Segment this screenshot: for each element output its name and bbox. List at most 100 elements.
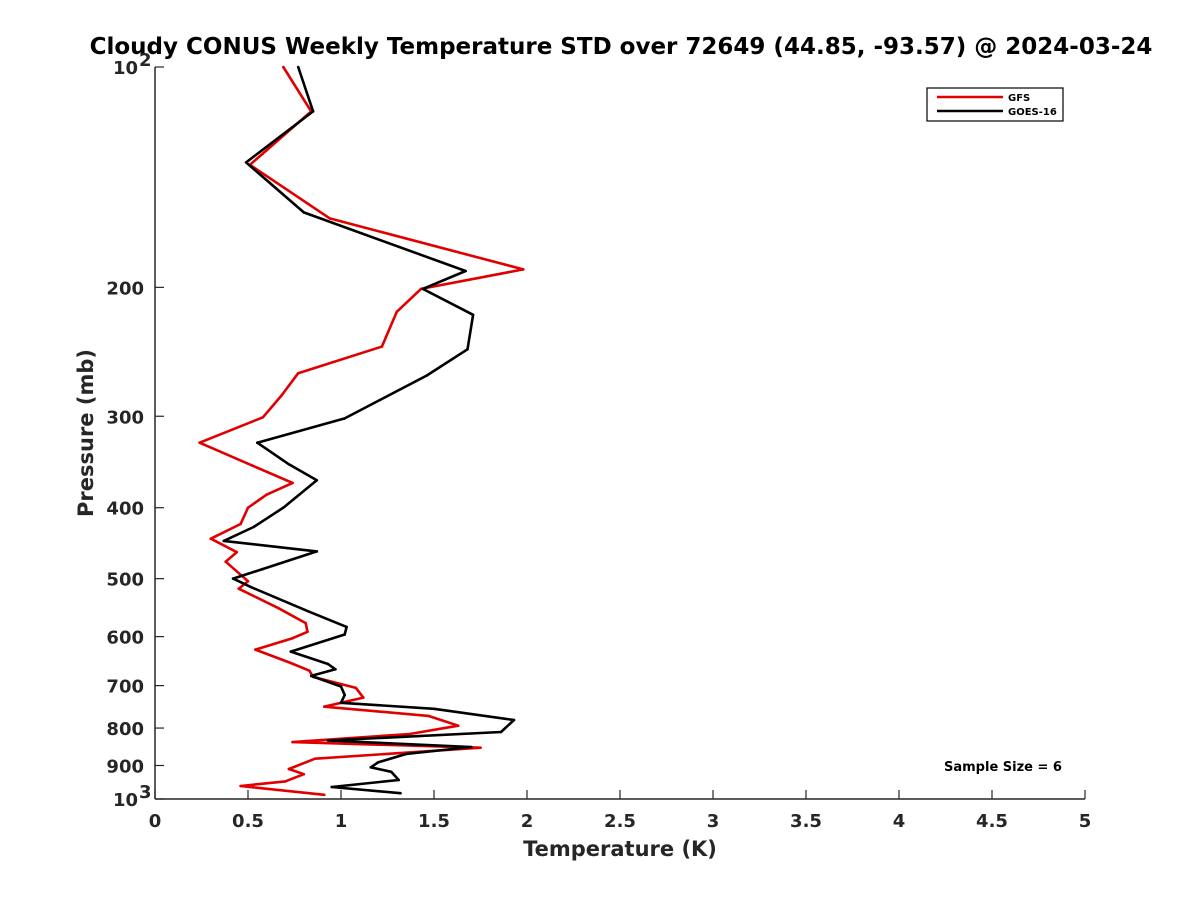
data-point-gfs xyxy=(291,740,294,744)
legend-box xyxy=(926,87,1064,122)
data-point-gfs xyxy=(239,522,242,526)
data-point-gfs xyxy=(287,767,291,771)
x-tick-label: 2 xyxy=(521,811,534,832)
data-point-gfs xyxy=(209,537,213,540)
y-tick-label: 200 xyxy=(106,278,144,299)
data-point-gfs xyxy=(408,732,412,736)
data-point-gfs xyxy=(456,724,460,727)
data-point-goes16 xyxy=(287,463,291,466)
data-point-gfs xyxy=(239,784,242,788)
data-point-goes16 xyxy=(499,730,503,734)
x-tick-label: 0 xyxy=(149,811,162,832)
data-point-gfs xyxy=(419,287,423,291)
data-point-gfs xyxy=(261,416,265,419)
data-point-goes16 xyxy=(466,348,469,351)
y-tick-label: 500 xyxy=(106,570,144,591)
y-tick-label: 800 xyxy=(106,719,144,740)
x-tick-label: 3.5 xyxy=(790,811,822,832)
data-point-goes16 xyxy=(512,718,516,722)
data-point-gfs xyxy=(296,371,300,375)
data-point-goes16 xyxy=(282,506,285,510)
data-point-gfs xyxy=(224,560,227,563)
data-point-goes16 xyxy=(326,662,330,666)
series-line-gfs xyxy=(198,66,525,797)
data-point-goes16 xyxy=(330,785,334,789)
data-point-goes16 xyxy=(302,211,306,214)
data-point-gfs xyxy=(246,506,250,510)
data-point-gfs xyxy=(250,464,253,467)
data-point-goes16 xyxy=(425,374,428,377)
data-point-gfs xyxy=(306,630,309,634)
legend-label-goes16: GOES-16 xyxy=(1008,107,1057,118)
data-point-goes16 xyxy=(339,685,343,688)
data-point-gfs xyxy=(235,550,239,554)
y-tick-label: 600 xyxy=(106,628,144,649)
data-point-gfs xyxy=(380,345,384,348)
data-point-goes16 xyxy=(471,313,475,317)
data-point-goes16 xyxy=(469,745,473,749)
x-tick-label: 1 xyxy=(335,811,348,832)
data-point-goes16 xyxy=(343,633,347,636)
y-tick-label: 300 xyxy=(106,407,144,428)
x-tick-label: 5 xyxy=(1079,811,1092,832)
data-point-gfs xyxy=(302,772,306,776)
data-point-goes16 xyxy=(334,668,337,671)
data-point-gfs xyxy=(276,606,280,610)
data-point-goes16 xyxy=(399,791,402,795)
data-point-goes16 xyxy=(244,161,248,164)
data-point-goes16 xyxy=(315,550,319,553)
y-tick-label: 900 xyxy=(106,757,144,778)
y-tick-exponent: 2 xyxy=(139,50,152,71)
data-point-goes16 xyxy=(343,693,347,697)
data-point-goes16 xyxy=(326,739,330,742)
data-point-goes16 xyxy=(255,441,259,445)
y-axis-label: Pressure (mb) xyxy=(74,349,98,517)
data-point-gfs xyxy=(282,65,285,69)
data-point-goes16 xyxy=(404,752,408,756)
data-point-goes16 xyxy=(432,707,436,711)
x-tick-label: 3 xyxy=(707,811,720,832)
data-point-gfs xyxy=(479,746,482,749)
data-point-goes16 xyxy=(369,766,373,769)
data-point-goes16 xyxy=(464,269,467,273)
data-point-goes16 xyxy=(389,770,393,774)
data-point-gfs xyxy=(246,579,250,583)
data-point-gfs xyxy=(291,636,294,640)
y-tick-label: 400 xyxy=(106,499,144,520)
data-point-gfs xyxy=(362,696,365,699)
data-point-gfs xyxy=(427,714,430,718)
legend-label-gfs: GFS xyxy=(1008,93,1030,104)
data-point-gfs xyxy=(313,757,317,760)
x-tick-label: 2.5 xyxy=(604,811,636,832)
data-point-goes16 xyxy=(231,577,235,580)
sample-size-annotation: Sample Size = 6 xyxy=(944,760,1062,775)
chart-title: Cloudy CONUS Weekly Temperature STD over… xyxy=(90,34,1153,60)
data-point-gfs xyxy=(304,621,308,625)
data-point-gfs xyxy=(308,669,311,672)
data-point-goes16 xyxy=(421,287,425,291)
data-point-goes16 xyxy=(311,110,315,113)
data-point-goes16 xyxy=(222,539,226,543)
data-point-goes16 xyxy=(252,525,255,529)
series-layer xyxy=(198,65,525,797)
data-point-gfs xyxy=(254,648,257,651)
y-tick-label: 700 xyxy=(106,677,144,698)
data-point-gfs xyxy=(323,793,326,797)
data-point-gfs xyxy=(328,217,332,220)
data-point-goes16 xyxy=(250,586,253,589)
data-point-goes16 xyxy=(376,761,380,764)
x-tick-label: 0.5 xyxy=(232,811,264,832)
y-tick-label: 10 xyxy=(113,58,138,79)
x-tick-label: 1.5 xyxy=(418,811,450,832)
data-point-goes16 xyxy=(339,701,343,705)
data-point-gfs xyxy=(354,686,358,690)
data-point-gfs xyxy=(395,310,399,314)
y-tick-exponent: 3 xyxy=(139,782,152,803)
data-point-gfs xyxy=(522,268,525,271)
x-axis-label: Temperature (K) xyxy=(523,837,717,861)
data-point-gfs xyxy=(265,493,268,497)
legend: GFS GOES-16 xyxy=(926,87,1064,122)
x-ticks: 0 0.5 1 1.5 2 2.5 3 3.5 4 4.5 5 xyxy=(149,790,1092,832)
